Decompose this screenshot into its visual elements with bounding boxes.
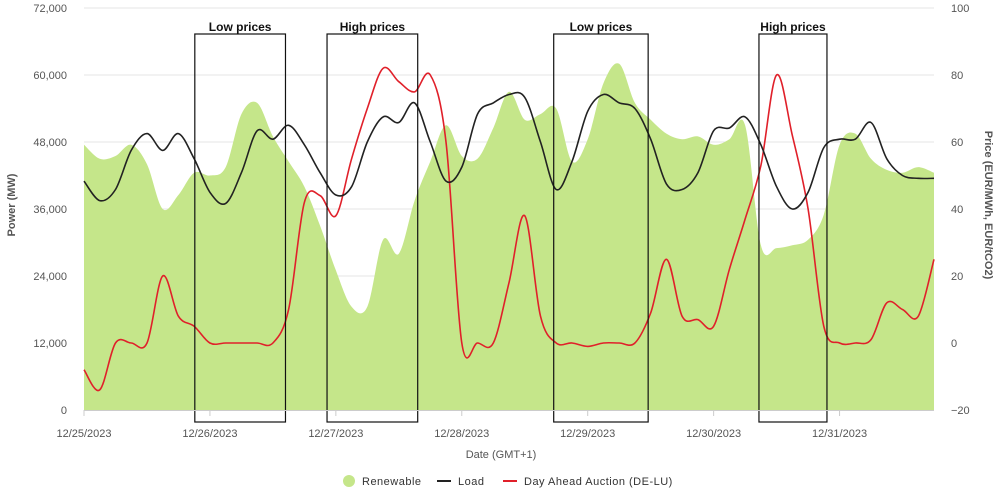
y-tick-label-left: 72,000 bbox=[33, 3, 67, 15]
x-axis-title: Date (GMT+1) bbox=[466, 449, 537, 461]
annotation-label: High prices bbox=[760, 20, 826, 34]
y-tick-label-right: 20 bbox=[951, 271, 963, 283]
y-tick-label-right: 80 bbox=[951, 70, 963, 82]
x-tick-label: 12/30/2023 bbox=[686, 428, 741, 440]
x-tick-label: 12/29/2023 bbox=[560, 428, 615, 440]
annotation-boxes: Low prices High prices Low prices High pric… bbox=[194, 20, 828, 423]
legend-item-renewable[interactable]: Renewable bbox=[343, 475, 422, 488]
y-tick-label-left: 0 bbox=[61, 405, 67, 417]
annotation-box bbox=[194, 33, 287, 423]
legend-label-renewable: Renewable bbox=[362, 476, 422, 488]
load-line bbox=[83, 91, 935, 210]
day-ahead-line bbox=[83, 66, 935, 392]
y-tick-label-left: 48,000 bbox=[33, 137, 67, 149]
y-tick-label-left: 36,000 bbox=[33, 204, 67, 216]
legend-label-load: Load bbox=[458, 476, 484, 488]
annotation-box bbox=[553, 33, 649, 423]
y-tick-label-left: 12,000 bbox=[33, 338, 67, 350]
load-series bbox=[83, 91, 935, 210]
x-tick-label: 12/25/2023 bbox=[56, 428, 111, 440]
renewable-series bbox=[84, 63, 934, 411]
annotation-box bbox=[758, 33, 828, 423]
x-tick-label: 12/27/2023 bbox=[308, 428, 363, 440]
x-tick-label: 12/26/2023 bbox=[182, 428, 237, 440]
legend-item-load[interactable]: Load bbox=[437, 476, 484, 488]
axes: 0 −20 12,000 0 24,000 20 36,000 40 48,000 60 60,00… bbox=[33, 3, 969, 440]
y-axis-left-title: Power (MW) bbox=[6, 173, 18, 236]
legend-swatch-renewable bbox=[343, 475, 355, 487]
annotation-label: Low prices bbox=[209, 20, 272, 34]
legend-item-day-ahead[interactable]: Day Ahead Auction (DE-LU) bbox=[503, 476, 673, 488]
y-axis-right-title: Price (EUR/MWh, EUR/tCO2) bbox=[982, 131, 994, 280]
annotation-label: Low prices bbox=[570, 20, 633, 34]
y-tick-label-left: 60,000 bbox=[33, 70, 67, 82]
annotation-label: High prices bbox=[340, 20, 406, 34]
y-tick-label-right: −20 bbox=[951, 405, 970, 417]
annotation-box bbox=[326, 33, 419, 423]
y-tick-label-right: 60 bbox=[951, 137, 963, 149]
x-tick-label: 12/31/2023 bbox=[812, 428, 867, 440]
legend: Renewable Load Day Ahead Auction (DE-LU) bbox=[343, 475, 673, 488]
y-tick-label-right: 100 bbox=[951, 3, 969, 15]
x-tick-label: 12/28/2023 bbox=[434, 428, 489, 440]
y-tick-label-right: 0 bbox=[951, 338, 957, 350]
y-tick-label-right: 40 bbox=[951, 204, 963, 216]
day-ahead-series bbox=[83, 66, 935, 392]
y-tick-label-left: 24,000 bbox=[33, 271, 67, 283]
legend-label-day-ahead: Day Ahead Auction (DE-LU) bbox=[524, 476, 673, 488]
renewable-area bbox=[84, 63, 934, 411]
